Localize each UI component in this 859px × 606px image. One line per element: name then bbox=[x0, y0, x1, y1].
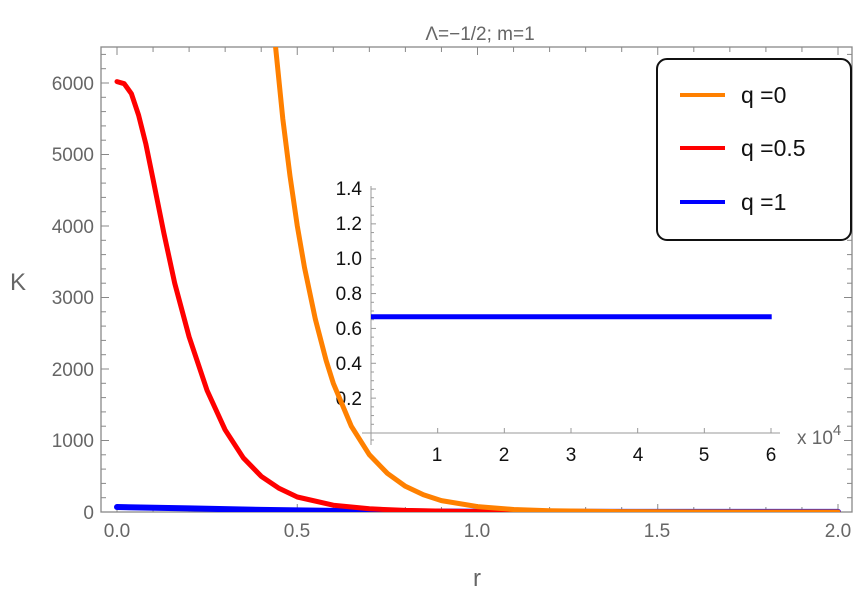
legend-item: q =1 bbox=[680, 189, 786, 215]
inset-axis-ticks bbox=[371, 188, 772, 441]
legend-label: q =1 bbox=[741, 189, 786, 215]
y-tick-label: 6000 bbox=[52, 74, 94, 95]
y-tick-label: 3000 bbox=[52, 288, 94, 309]
x-tick-label: 0.5 bbox=[284, 521, 310, 542]
inset-x-tick-label: 5 bbox=[699, 445, 710, 466]
x-axis-tick-labels: 0.0 0.5 1.0 1.5 2.0 bbox=[104, 521, 851, 542]
inset-y-tick-label: 1.0 bbox=[336, 249, 362, 270]
inset-y-tick-labels: 0.2 0.4 0.6 0.8 1.0 1.2 1.4 bbox=[336, 179, 363, 410]
y-axis-title: K bbox=[10, 269, 26, 296]
legend-label: q =0.5 bbox=[741, 135, 806, 161]
y-axis-tick-labels: 0 1000 2000 3000 4000 5000 6000 bbox=[52, 74, 94, 524]
inset-y-tick-label: 0.4 bbox=[336, 354, 363, 375]
x-tick-label: 0.0 bbox=[104, 521, 130, 542]
legend-item: q =0 bbox=[680, 82, 786, 108]
series-layer bbox=[114, 47, 841, 512]
legend-box bbox=[656, 58, 852, 241]
x-tick-label: 1.5 bbox=[644, 521, 670, 542]
inset-y-tick-label: 0.6 bbox=[336, 319, 362, 340]
inset-y-tick-label: 1.2 bbox=[336, 214, 362, 235]
x-tick-label: 2.0 bbox=[825, 521, 851, 542]
inset-y-tick-label: 1.4 bbox=[336, 179, 363, 200]
inset-x-tick-label: 3 bbox=[566, 445, 577, 466]
inset-x-tick-label: 4 bbox=[633, 445, 644, 466]
y-tick-label: 4000 bbox=[52, 217, 94, 238]
inset-x-tick-labels: 1 2 3 4 5 6 bbox=[432, 445, 777, 466]
series-line-ff8000 bbox=[273, 47, 841, 512]
inset-x-multiplier: x 104 bbox=[797, 422, 841, 449]
inset-x-tick-label: 1 bbox=[432, 445, 443, 466]
legend: q =0 q =0.5 q =1 bbox=[656, 58, 852, 241]
inset-y-tick-label: 0.8 bbox=[336, 284, 362, 305]
y-tick-label: 1000 bbox=[52, 431, 94, 452]
x-tick-label: 1.0 bbox=[464, 521, 490, 542]
chart-title: Λ=−1/2; m=1 bbox=[425, 24, 534, 45]
legend-label: q =0 bbox=[741, 82, 786, 108]
x-axis-title: r bbox=[473, 565, 481, 592]
legend-item: q =0.5 bbox=[680, 135, 806, 161]
y-tick-label: 5000 bbox=[52, 145, 94, 166]
y-tick-label: 0 bbox=[83, 503, 94, 524]
inset-x-tick-label: 6 bbox=[766, 445, 777, 466]
series-line-ff0000 bbox=[114, 79, 841, 512]
inset-x-tick-label: 2 bbox=[499, 445, 510, 466]
y-tick-label: 2000 bbox=[52, 360, 94, 381]
